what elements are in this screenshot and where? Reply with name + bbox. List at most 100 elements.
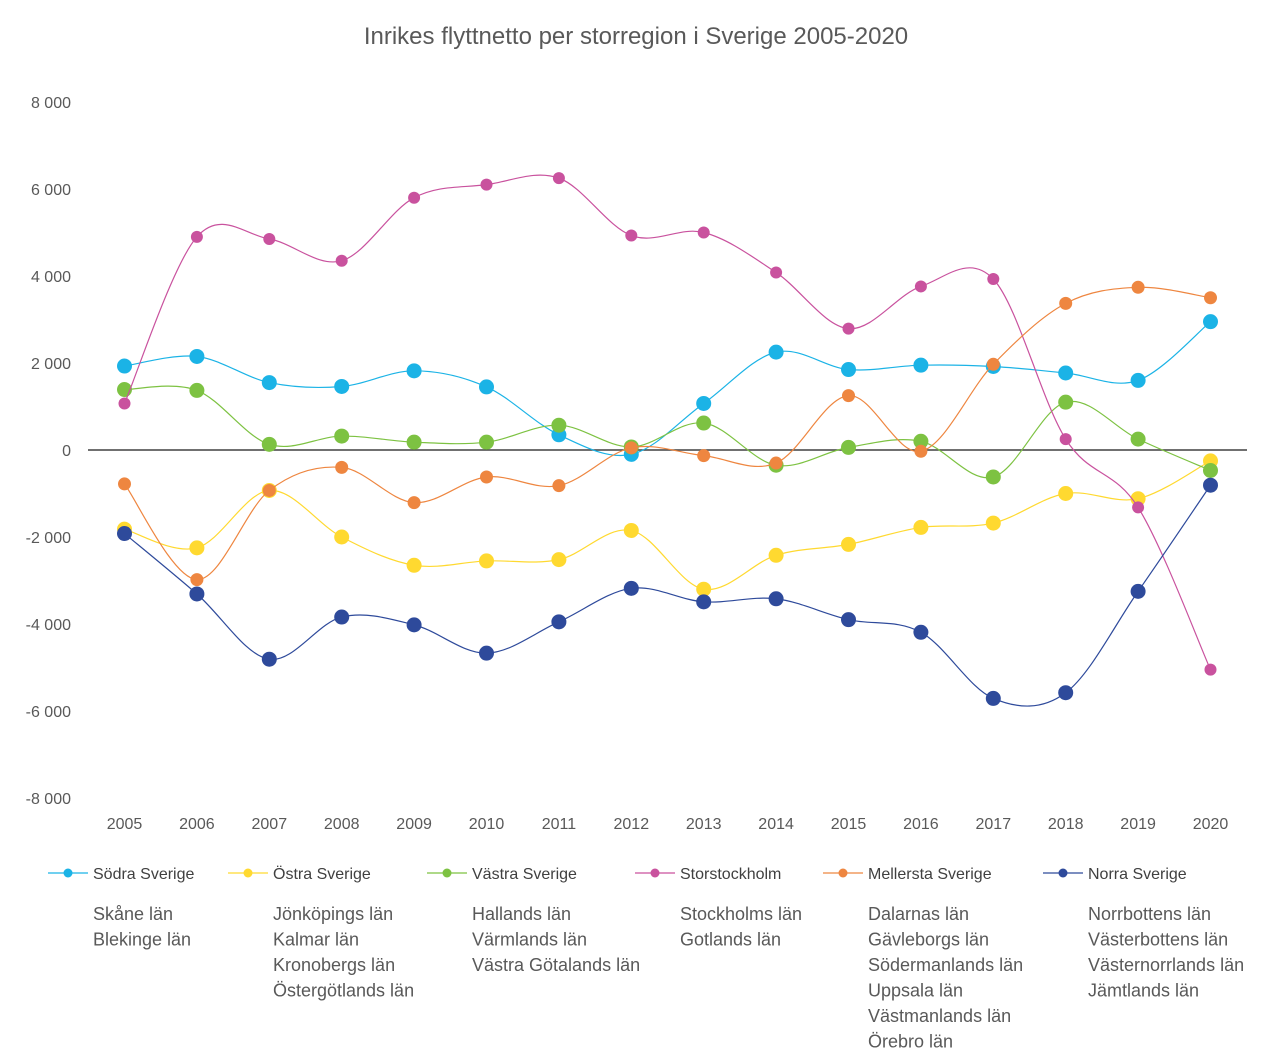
legend-item: Västra Sverige Hallands län Värmlands län V… (427, 866, 640, 975)
x-tick-label: 2018 (1048, 816, 1084, 833)
series-v-stra-sverige (117, 382, 1218, 485)
data-point (1059, 433, 1072, 446)
region-label: Kronobergs län (273, 955, 395, 975)
data-point (696, 594, 712, 610)
legend-label: Västra Sverige (472, 866, 577, 883)
data-point (551, 417, 567, 433)
data-point (768, 547, 784, 563)
plot-series (117, 172, 1218, 707)
data-point (913, 433, 929, 449)
data-point (1203, 314, 1218, 330)
y-tick-label: 8 000 (31, 95, 71, 112)
legend-label: Mellersta Sverige (868, 866, 992, 883)
data-point (190, 230, 203, 243)
y-tick-label: -6 000 (26, 704, 71, 721)
region-label: Kalmar län (273, 930, 359, 950)
data-point (334, 609, 350, 625)
data-point (842, 322, 855, 335)
data-point (985, 690, 1001, 706)
legend-label: Norra Sverige (1088, 866, 1187, 883)
data-point (406, 434, 422, 450)
region-label: Dalarnas län (868, 904, 969, 924)
region-label: Örebro län (868, 1032, 953, 1052)
data-point (261, 651, 277, 667)
data-point (913, 624, 929, 640)
y-tick-label: 2 000 (31, 356, 71, 373)
region-label: Östergötlands län (273, 981, 414, 1001)
region-label: Södermanlands län (868, 955, 1023, 975)
data-point (189, 382, 205, 398)
series-mellersta-sverige (118, 280, 1217, 587)
series-line (124, 460, 1211, 591)
region-label: Jönköpings län (273, 904, 393, 924)
region-label: Uppsala län (868, 981, 963, 1001)
data-point (986, 357, 1000, 371)
data-point (1130, 431, 1146, 447)
data-point (623, 522, 639, 538)
data-point (480, 178, 493, 191)
series-line (123, 174, 1212, 670)
region-label: Västmanlands län (868, 1006, 1011, 1026)
x-tick-label: 2007 (252, 816, 288, 833)
legend-swatch-marker (1058, 868, 1068, 878)
data-point (406, 363, 422, 379)
data-point (334, 428, 350, 444)
data-point (842, 389, 855, 403)
region-label: Gotlands län (680, 930, 781, 950)
data-point (697, 226, 710, 239)
series-norra-sverige (117, 477, 1218, 707)
data-point (985, 515, 1001, 531)
data-point (118, 397, 131, 410)
region-label: Hallands län (472, 904, 571, 924)
legend-label: Östra Sverige (273, 865, 371, 883)
y-tick-label: -2 000 (26, 530, 71, 547)
data-point (841, 439, 856, 455)
data-point (697, 449, 711, 463)
data-point (768, 591, 784, 607)
legend-swatch-marker (63, 868, 73, 878)
data-point (189, 348, 205, 364)
x-tick-label: 2005 (107, 816, 143, 833)
series-line (124, 385, 1211, 479)
data-point (1203, 462, 1218, 478)
x-axis-ticks: 2005 2006 2007 2008 2009 2010 2011 2012 2013 2014… (107, 816, 1229, 833)
x-tick-label: 2020 (1193, 816, 1229, 833)
legend-swatch-marker (442, 868, 452, 878)
series-s-dra-sverige (117, 314, 1218, 462)
data-point (768, 344, 784, 360)
x-tick-label: 2010 (469, 816, 505, 833)
chart-title: Inrikes flyttnetto per storregion i Sver… (364, 23, 908, 50)
region-label: Stockholms län (680, 904, 802, 924)
data-point (189, 540, 205, 556)
y-tick-label: -4 000 (26, 617, 71, 634)
data-point (479, 645, 494, 661)
data-point (117, 526, 132, 542)
data-point (479, 434, 494, 450)
legend-label: Storstockholm (680, 866, 781, 883)
data-point (1058, 685, 1074, 701)
data-point (1058, 486, 1074, 501)
legend-item: Södra Sverige Skåne län Blekinge län (48, 866, 194, 950)
data-point (696, 581, 712, 597)
series-storstockholm (118, 172, 1217, 676)
data-point (261, 375, 277, 391)
data-point (190, 573, 204, 587)
series-line (124, 484, 1211, 707)
data-point (913, 357, 929, 373)
data-point (841, 536, 856, 552)
data-point (623, 580, 639, 596)
x-tick-label: 2011 (542, 816, 577, 833)
y-tick-label: 4 000 (31, 269, 71, 286)
data-point (407, 496, 421, 510)
region-label: Västernorrlands län (1088, 955, 1244, 975)
series-line (124, 321, 1211, 457)
legend-swatch-marker (650, 868, 660, 878)
data-point (769, 456, 783, 470)
region-label: Norrbottens län (1088, 904, 1211, 924)
data-point (1130, 372, 1146, 388)
data-point (334, 529, 350, 545)
y-tick-label: 0 (62, 443, 71, 460)
data-point (985, 469, 1001, 485)
data-point (1058, 394, 1074, 410)
